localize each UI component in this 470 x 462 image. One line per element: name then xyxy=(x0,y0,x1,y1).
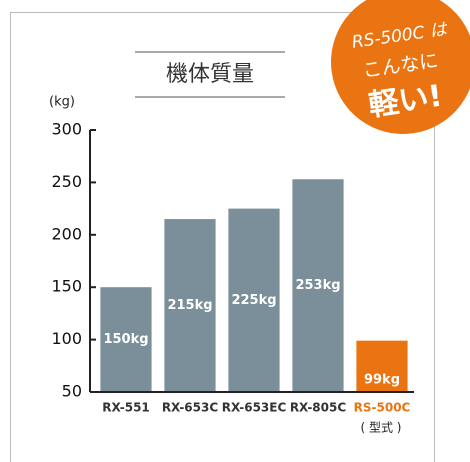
x-tick-label: RX-653EC xyxy=(222,401,287,415)
y-tick-label: 200 xyxy=(51,224,82,243)
x-tick-label: RX-551 xyxy=(102,401,150,415)
y-tick-label: 150 xyxy=(51,277,82,296)
x-tick-label: RS-500C xyxy=(354,401,411,415)
x-axis-note: ( 型式 ) xyxy=(361,421,402,435)
y-tick-label: 300 xyxy=(51,120,82,139)
value-label: 150kg xyxy=(103,332,148,347)
y-tick-label: 100 xyxy=(51,329,82,348)
x-tick-label: RX-805C xyxy=(290,401,347,415)
y-tick-label: 250 xyxy=(51,172,82,191)
value-label: 99kg xyxy=(364,373,400,388)
x-tick-label: RX-653C xyxy=(162,401,219,415)
value-label: 215kg xyxy=(167,298,212,313)
y-axis-label: (kg) xyxy=(49,95,75,110)
value-label: 253kg xyxy=(295,278,340,293)
y-tick-label: 50 xyxy=(62,382,82,401)
value-label: 225kg xyxy=(231,293,276,308)
chart: 機体質量 (kg) ( 型式 ) RS-500C は こんなに 軽い! 5010… xyxy=(0,0,470,462)
chart-title: 機体質量 xyxy=(166,62,254,87)
